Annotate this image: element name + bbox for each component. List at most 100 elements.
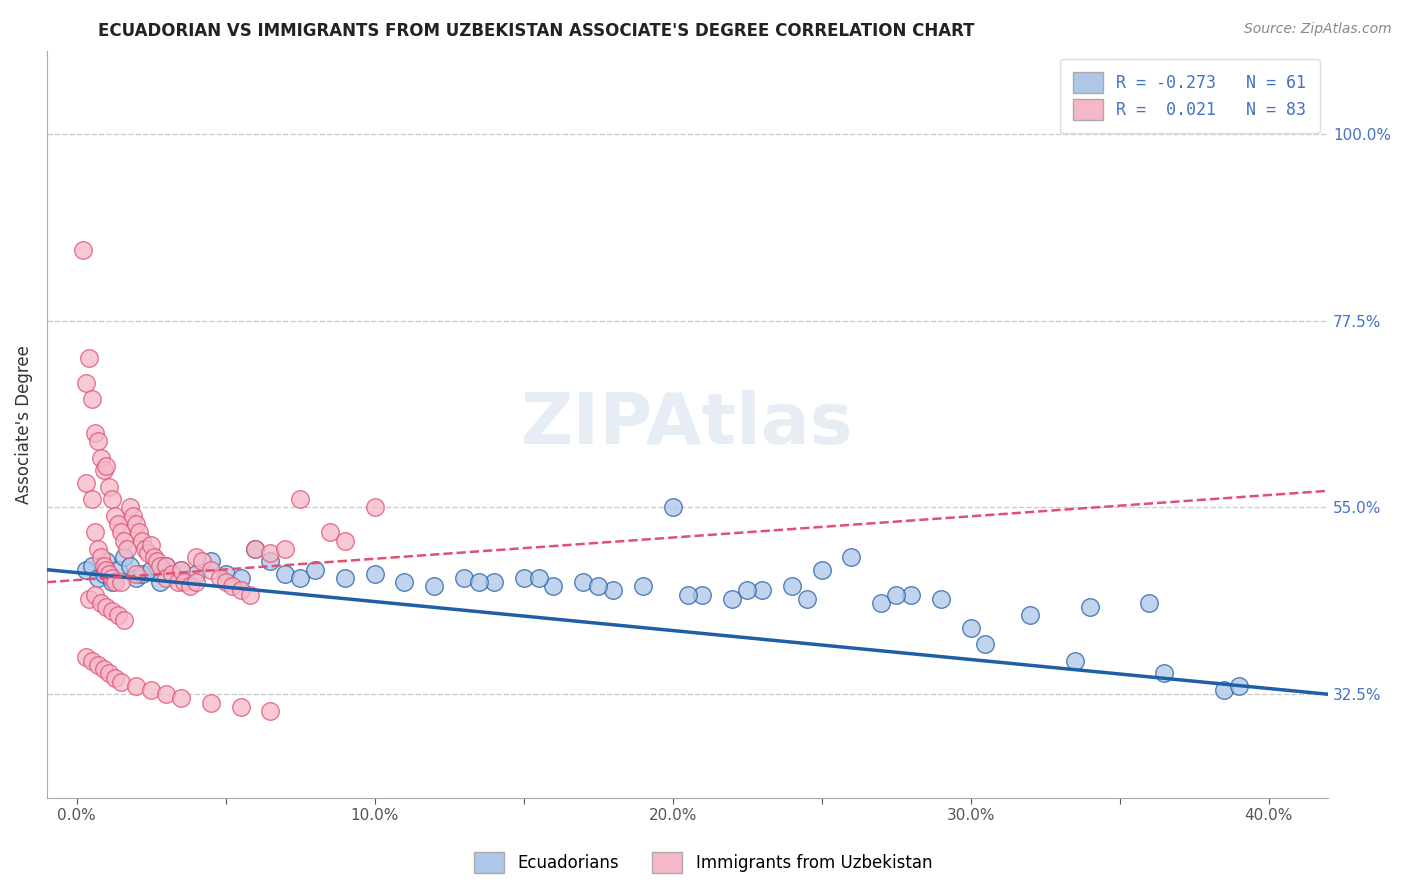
Point — [110, 525, 132, 540]
Point — [780, 579, 803, 593]
Point — [89, 450, 111, 465]
Point — [83, 525, 105, 540]
Point — [394, 575, 416, 590]
Point — [184, 550, 207, 565]
Point — [810, 563, 832, 577]
Point — [423, 579, 446, 593]
Point — [96, 563, 118, 577]
Point — [676, 588, 699, 602]
Point — [155, 558, 177, 573]
Point — [101, 575, 124, 590]
Point — [96, 458, 118, 473]
Point — [1137, 596, 1160, 610]
Point — [80, 654, 103, 668]
Point — [527, 571, 550, 585]
Point — [117, 541, 139, 556]
Point — [482, 575, 505, 590]
Point — [104, 575, 127, 590]
Point — [796, 591, 818, 606]
Point — [112, 613, 135, 627]
Point — [200, 696, 222, 710]
Point — [96, 600, 118, 615]
Text: ECUADORIAN VS IMMIGRANTS FROM UZBEKISTAN ASSOCIATE'S DEGREE CORRELATION CHART: ECUADORIAN VS IMMIGRANTS FROM UZBEKISTAN… — [98, 22, 974, 40]
Point — [120, 500, 142, 515]
Point — [468, 575, 491, 590]
Point — [229, 571, 252, 585]
Text: ZIPAtlas: ZIPAtlas — [522, 390, 853, 458]
Point — [155, 571, 177, 585]
Point — [167, 575, 190, 590]
Point — [141, 538, 163, 552]
Point — [191, 554, 214, 568]
Point — [363, 566, 385, 581]
Point — [125, 571, 148, 585]
Point — [721, 591, 744, 606]
Point — [959, 621, 981, 635]
Point — [75, 563, 97, 577]
Point — [304, 563, 326, 577]
Point — [170, 563, 193, 577]
Point — [101, 492, 124, 507]
Point — [80, 392, 103, 407]
Y-axis label: Associate's Degree: Associate's Degree — [15, 345, 32, 504]
Point — [221, 579, 243, 593]
Point — [1019, 608, 1042, 623]
Point — [131, 533, 153, 548]
Point — [692, 588, 714, 602]
Point — [72, 243, 94, 257]
Point — [141, 683, 163, 698]
Point — [155, 558, 177, 573]
Point — [1153, 666, 1175, 681]
Point — [751, 583, 773, 598]
Point — [141, 563, 163, 577]
Point — [543, 579, 565, 593]
Text: Source: ZipAtlas.com: Source: ZipAtlas.com — [1244, 22, 1392, 37]
Point — [107, 608, 129, 623]
Point — [98, 666, 121, 681]
Point — [274, 541, 297, 556]
Point — [134, 541, 156, 556]
Point — [929, 591, 952, 606]
Point — [870, 596, 893, 610]
Point — [98, 480, 121, 494]
Point — [288, 492, 311, 507]
Point — [77, 351, 100, 365]
Point — [229, 699, 252, 714]
Point — [512, 571, 534, 585]
Point — [131, 566, 153, 581]
Point — [143, 550, 166, 565]
Point — [149, 575, 172, 590]
Point — [259, 554, 281, 568]
Point — [160, 566, 183, 581]
Point — [101, 571, 124, 585]
Point — [80, 558, 103, 573]
Point — [238, 588, 260, 602]
Point — [86, 541, 108, 556]
Point — [93, 662, 115, 676]
Point — [77, 591, 100, 606]
Point — [170, 563, 193, 577]
Point — [93, 558, 115, 573]
Point — [120, 558, 142, 573]
Point — [735, 583, 758, 598]
Point — [363, 500, 385, 515]
Point — [98, 566, 121, 581]
Point — [104, 671, 127, 685]
Point — [572, 575, 595, 590]
Point — [900, 588, 922, 602]
Legend: R = -0.273   N = 61, R =  0.021   N = 83: R = -0.273 N = 61, R = 0.021 N = 83 — [1060, 59, 1320, 133]
Point — [1078, 600, 1101, 615]
Point — [112, 550, 135, 565]
Point — [184, 575, 207, 590]
Point — [128, 525, 150, 540]
Point — [149, 558, 172, 573]
Point — [110, 674, 132, 689]
Point — [200, 563, 222, 577]
Point — [93, 463, 115, 477]
Point — [83, 588, 105, 602]
Point — [319, 525, 342, 540]
Point — [333, 533, 356, 548]
Point — [229, 583, 252, 598]
Point — [974, 637, 997, 651]
Point — [333, 571, 356, 585]
